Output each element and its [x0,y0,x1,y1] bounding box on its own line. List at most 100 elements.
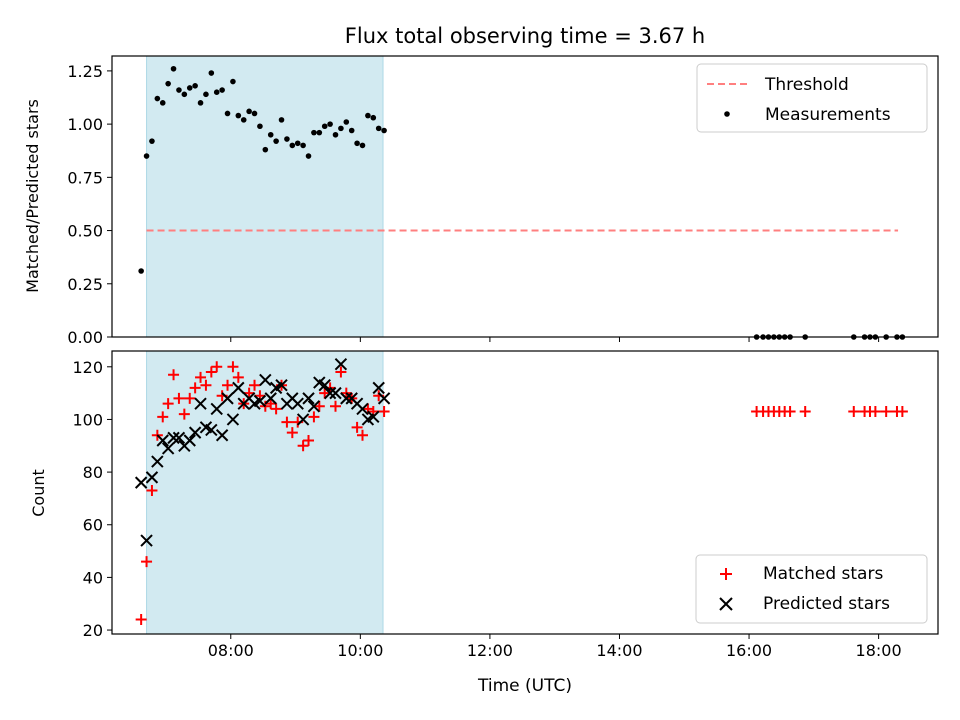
count-legend: Matched stars Predicted stars [695,554,928,624]
data-point [165,80,171,87]
series-predicted-stars [134,357,391,547]
data-point [151,455,164,468]
data-point [334,357,348,371]
data-point [323,386,337,400]
data-point [246,108,252,115]
data-point [281,416,293,428]
data-point [156,434,169,447]
data-point [178,408,190,420]
data-point [330,400,342,412]
data-point [195,371,207,383]
data-point [356,429,368,441]
data-point [259,373,272,387]
data-point [278,117,285,123]
x-tick-label: 14:00 [596,641,642,660]
y-tick-label: 100 [72,410,103,429]
data-point [270,403,282,415]
data-point [173,392,185,404]
data-point [370,114,377,121]
data-point [305,153,312,159]
data-point [226,413,240,426]
data-point [219,87,225,93]
data-point [375,125,382,132]
data-point [372,381,385,395]
count-panel: 08:00 10:00 12:00 14:00 16:00 18:00 20 40 60 80 1… [29,350,939,696]
x-tick-label: 18:00 [856,641,902,660]
data-point [351,421,363,433]
data-point [359,142,366,149]
data-point [134,476,148,489]
data-point [186,85,193,91]
data-point [197,100,204,106]
data-point [335,366,347,378]
data-point [243,387,255,399]
chart-title: Flux total observing time = 3.67 h [345,24,705,48]
x-tick-label: 12:00 [467,641,513,660]
data-point [303,435,315,447]
data-point [224,110,231,117]
data-point [159,100,166,106]
data-point [329,386,342,400]
data-point [377,392,391,405]
data-point [232,381,245,395]
data-point [340,392,353,405]
data-point [316,129,323,136]
data-point [143,153,150,159]
data-point [300,142,306,149]
data-point [162,398,174,410]
data-point [138,268,144,274]
data-point [302,392,315,405]
data-point [332,131,339,138]
y-tick-label: 1.25 [67,62,103,81]
data-point [348,127,355,134]
data-point [880,406,892,418]
data-point [296,413,310,426]
y-tick-label: 0.25 [67,275,103,294]
data-point [249,379,261,391]
data-point [203,91,209,98]
data-point [230,78,236,85]
data-point [172,431,186,445]
data-point [154,95,161,102]
legend-matched-swatch [720,568,732,580]
data-point [284,136,290,142]
data-point [210,402,223,416]
y-tick-label: 80 [83,463,103,482]
data-point [289,142,296,149]
legend-measurements-swatch [724,111,730,117]
data-point [181,91,188,98]
data-point [338,125,344,132]
data-point [194,397,207,410]
data-point [211,361,223,373]
y-tick-label: 0.00 [67,328,103,347]
data-point [799,406,811,418]
data-point [188,426,202,439]
data-point [257,123,263,130]
data-point [319,387,331,399]
data-point [221,392,234,405]
data-point [311,129,317,136]
data-point [222,379,234,391]
legend-predicted-label: Predicted stars [763,594,890,614]
count-y-axis-label: Count [29,469,48,517]
data-point [313,400,325,412]
data-point [343,119,350,125]
data-point [161,442,175,455]
data-point [308,411,320,423]
y-tick-label: 60 [83,516,103,535]
data-point [784,406,796,418]
data-point [145,471,159,484]
x-tick-label: 08:00 [208,641,254,660]
data-point [168,369,180,381]
x-tick-label: 10:00 [337,641,383,660]
data-point [321,123,328,130]
data-point [205,366,217,378]
data-point [267,131,274,138]
data-point [286,427,298,439]
data-point [192,83,198,89]
data-point [240,117,247,123]
data-point [262,146,269,153]
data-point [275,379,288,392]
data-point [135,614,147,626]
